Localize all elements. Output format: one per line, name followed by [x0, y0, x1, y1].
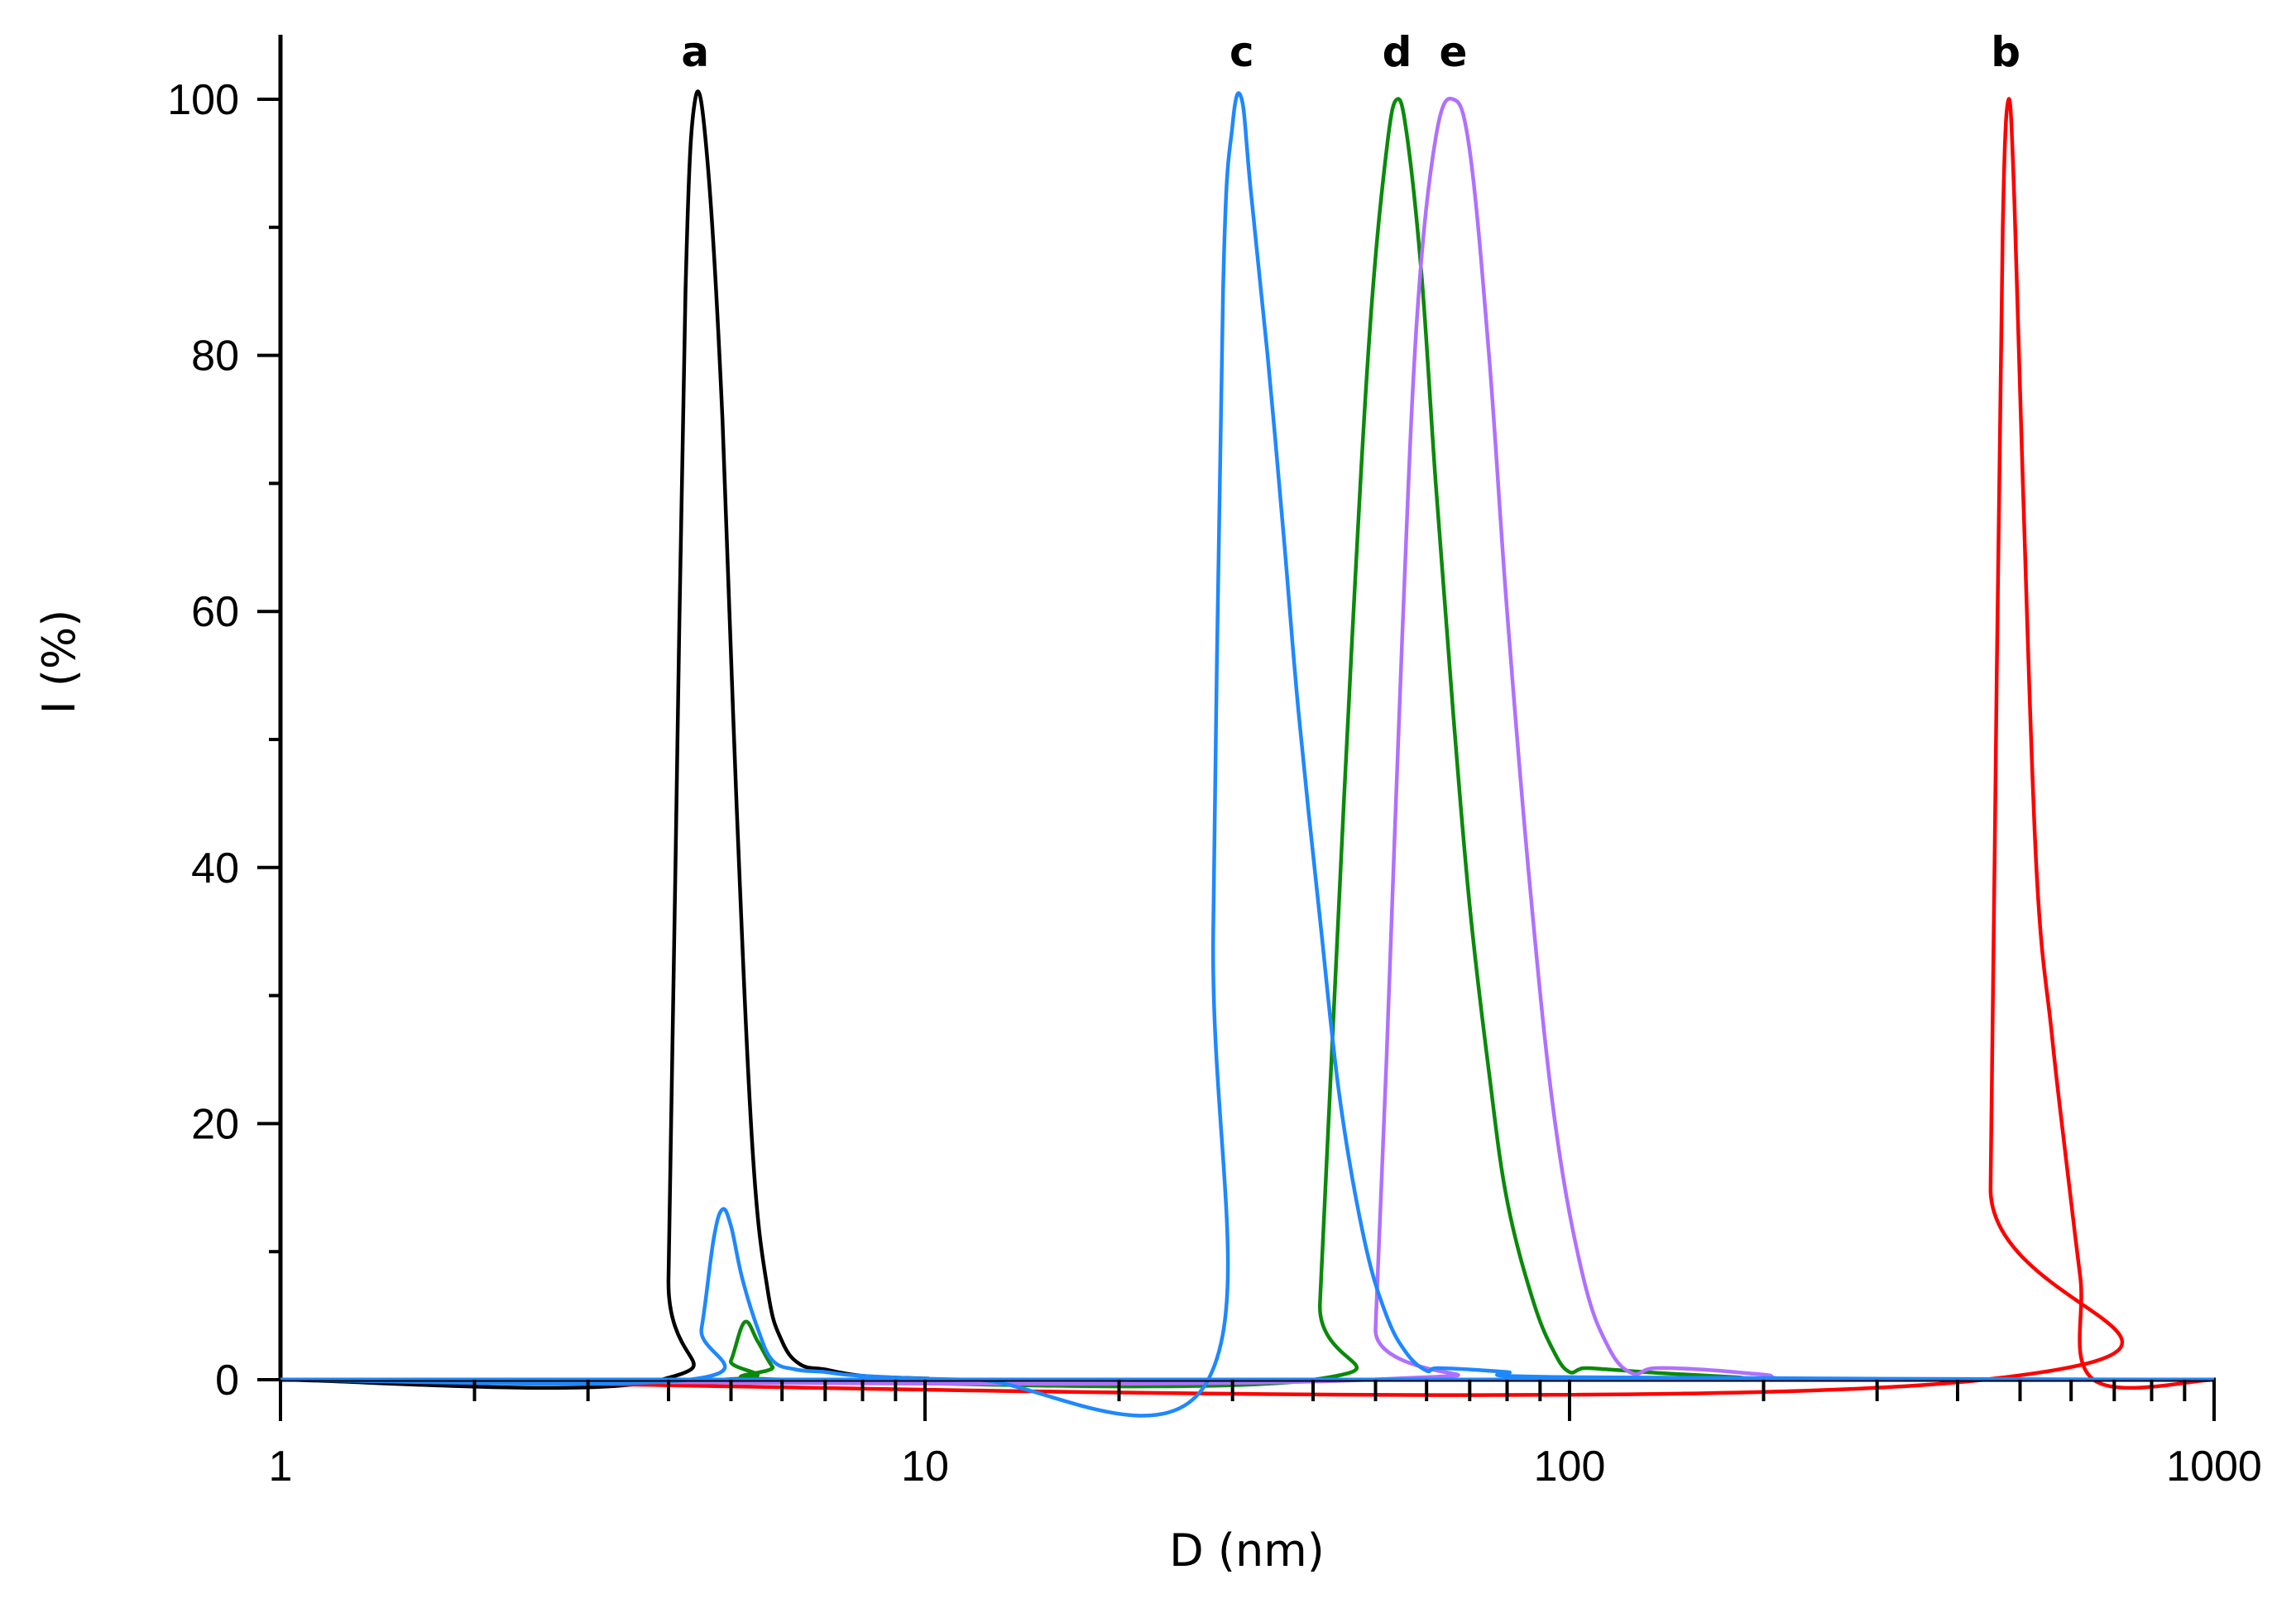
peak-label-e: e [1439, 28, 1467, 76]
series-layer [280, 89, 2215, 1418]
series-line-b [280, 97, 2215, 1397]
axes: 0 20 40 60 80 100 1 10 100 1000 [167, 35, 2262, 1491]
x-tick-label: 10 [901, 1443, 949, 1491]
peak-label-c: c [1229, 28, 1254, 76]
y-tick-label: 0 [215, 1357, 239, 1405]
series-line-d [280, 97, 2215, 1389]
x-tick-label: 1000 [2166, 1443, 2262, 1491]
peak-label-a: a [681, 28, 709, 76]
y-tick-label: 40 [191, 845, 239, 893]
y-tick-label: 100 [167, 76, 239, 124]
peak-label-d: d [1383, 28, 1412, 76]
series-line-a [280, 89, 2215, 1390]
x-tick-label: 100 [1534, 1443, 1606, 1491]
y-tick-label: 80 [191, 333, 239, 380]
series-line-c [280, 91, 2215, 1418]
x-axis-title: D (nm) [1169, 1524, 1325, 1577]
peak-label-b: b [1991, 28, 2020, 76]
series-line-e [280, 97, 2215, 1386]
x-tick-label: 1 [269, 1443, 293, 1491]
y-tick-label: 60 [191, 588, 239, 636]
y-tick-label: 20 [191, 1100, 239, 1148]
y-axis-title: I (%) [33, 610, 85, 715]
